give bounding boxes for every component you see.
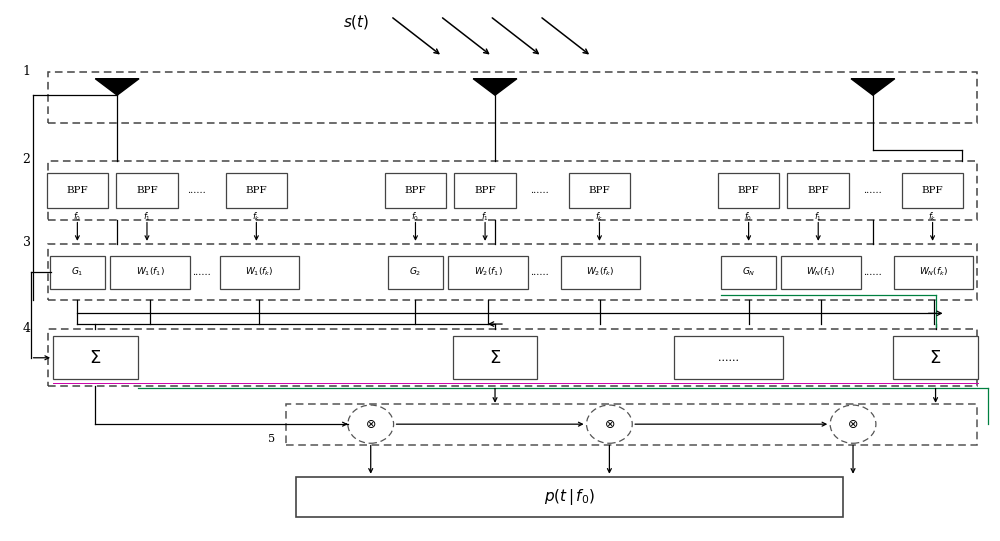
Ellipse shape <box>830 405 876 443</box>
Text: ......: ...... <box>718 353 739 363</box>
Text: BPF: BPF <box>405 186 426 195</box>
Text: BPF: BPF <box>807 186 829 195</box>
Text: ......: ...... <box>192 268 211 276</box>
Bar <box>453 337 537 379</box>
Ellipse shape <box>587 405 632 443</box>
Text: $W_2(f_k)$: $W_2(f_k)$ <box>586 266 615 279</box>
Text: BPF: BPF <box>136 186 158 195</box>
Text: 1: 1 <box>23 65 31 78</box>
Bar <box>47 173 108 208</box>
Text: $f_0$: $f_0$ <box>744 211 753 223</box>
Text: $f_k$: $f_k$ <box>252 211 261 223</box>
Text: 2: 2 <box>23 154 31 167</box>
Text: $\otimes$: $\otimes$ <box>604 418 615 431</box>
Bar <box>674 337 783 379</box>
Bar <box>48 244 977 300</box>
Text: BPF: BPF <box>589 186 610 195</box>
Bar <box>561 255 640 289</box>
Bar <box>50 255 105 289</box>
Text: $f_1$: $f_1$ <box>143 211 151 223</box>
Ellipse shape <box>348 405 394 443</box>
Bar <box>894 255 973 289</box>
Bar <box>721 255 776 289</box>
Text: ......: ...... <box>864 186 882 195</box>
Text: ......: ...... <box>864 268 882 276</box>
Text: $p(t\,|\,f_0)$: $p(t\,|\,f_0)$ <box>544 487 595 507</box>
Bar <box>781 255 861 289</box>
Bar <box>116 173 178 208</box>
Text: $f_0$: $f_0$ <box>411 211 420 223</box>
Text: $W_1(f_1)$: $W_1(f_1)$ <box>136 266 164 279</box>
Polygon shape <box>95 78 139 95</box>
Text: $W_2(f_1)$: $W_2(f_1)$ <box>474 266 502 279</box>
Text: $f_k$: $f_k$ <box>595 211 604 223</box>
Bar <box>569 173 630 208</box>
Text: $\Sigma$: $\Sigma$ <box>89 349 101 367</box>
Text: 5: 5 <box>268 434 275 444</box>
Text: $f_1$: $f_1$ <box>481 211 489 223</box>
Bar <box>718 173 779 208</box>
Text: $W_1(f_k)$: $W_1(f_k)$ <box>245 266 274 279</box>
Text: BPF: BPF <box>67 186 88 195</box>
Bar <box>902 173 963 208</box>
Bar <box>787 173 849 208</box>
Bar <box>893 337 978 379</box>
Polygon shape <box>851 78 895 95</box>
Bar <box>296 477 843 517</box>
Text: $\otimes$: $\otimes$ <box>847 418 859 431</box>
Bar <box>286 404 977 445</box>
Bar <box>448 255 528 289</box>
Text: $f_k$: $f_k$ <box>928 211 937 223</box>
Text: $f_1$: $f_1$ <box>814 211 822 223</box>
Text: $G_N$: $G_N$ <box>742 266 755 279</box>
Text: 3: 3 <box>23 236 31 249</box>
Text: $s(t)$: $s(t)$ <box>343 12 369 30</box>
Text: ......: ...... <box>187 186 206 195</box>
Text: BPF: BPF <box>922 186 943 195</box>
Bar <box>385 173 446 208</box>
Bar <box>53 337 138 379</box>
Text: BPF: BPF <box>474 186 496 195</box>
Text: $\otimes$: $\otimes$ <box>365 418 376 431</box>
Bar <box>226 173 287 208</box>
Text: BPF: BPF <box>738 186 759 195</box>
Text: BPF: BPF <box>246 186 267 195</box>
Text: ......: ...... <box>530 186 549 195</box>
Text: $G_2$: $G_2$ <box>409 266 422 279</box>
Text: $f_0$: $f_0$ <box>73 211 81 223</box>
Bar <box>48 72 977 123</box>
Text: $W_N(f_1)$: $W_N(f_1)$ <box>806 266 836 279</box>
Bar <box>220 255 299 289</box>
Text: ......: ...... <box>530 268 549 276</box>
Text: $G_1$: $G_1$ <box>71 266 84 279</box>
Bar <box>454 173 516 208</box>
Bar <box>110 255 190 289</box>
Text: $\Sigma$: $\Sigma$ <box>929 349 942 367</box>
Polygon shape <box>473 78 517 95</box>
Text: 4: 4 <box>23 322 31 335</box>
Text: $W_N(f_k)$: $W_N(f_k)$ <box>919 266 948 279</box>
Bar <box>48 329 977 386</box>
Bar <box>48 161 977 220</box>
Bar <box>388 255 443 289</box>
Text: $\Sigma$: $\Sigma$ <box>489 349 501 367</box>
